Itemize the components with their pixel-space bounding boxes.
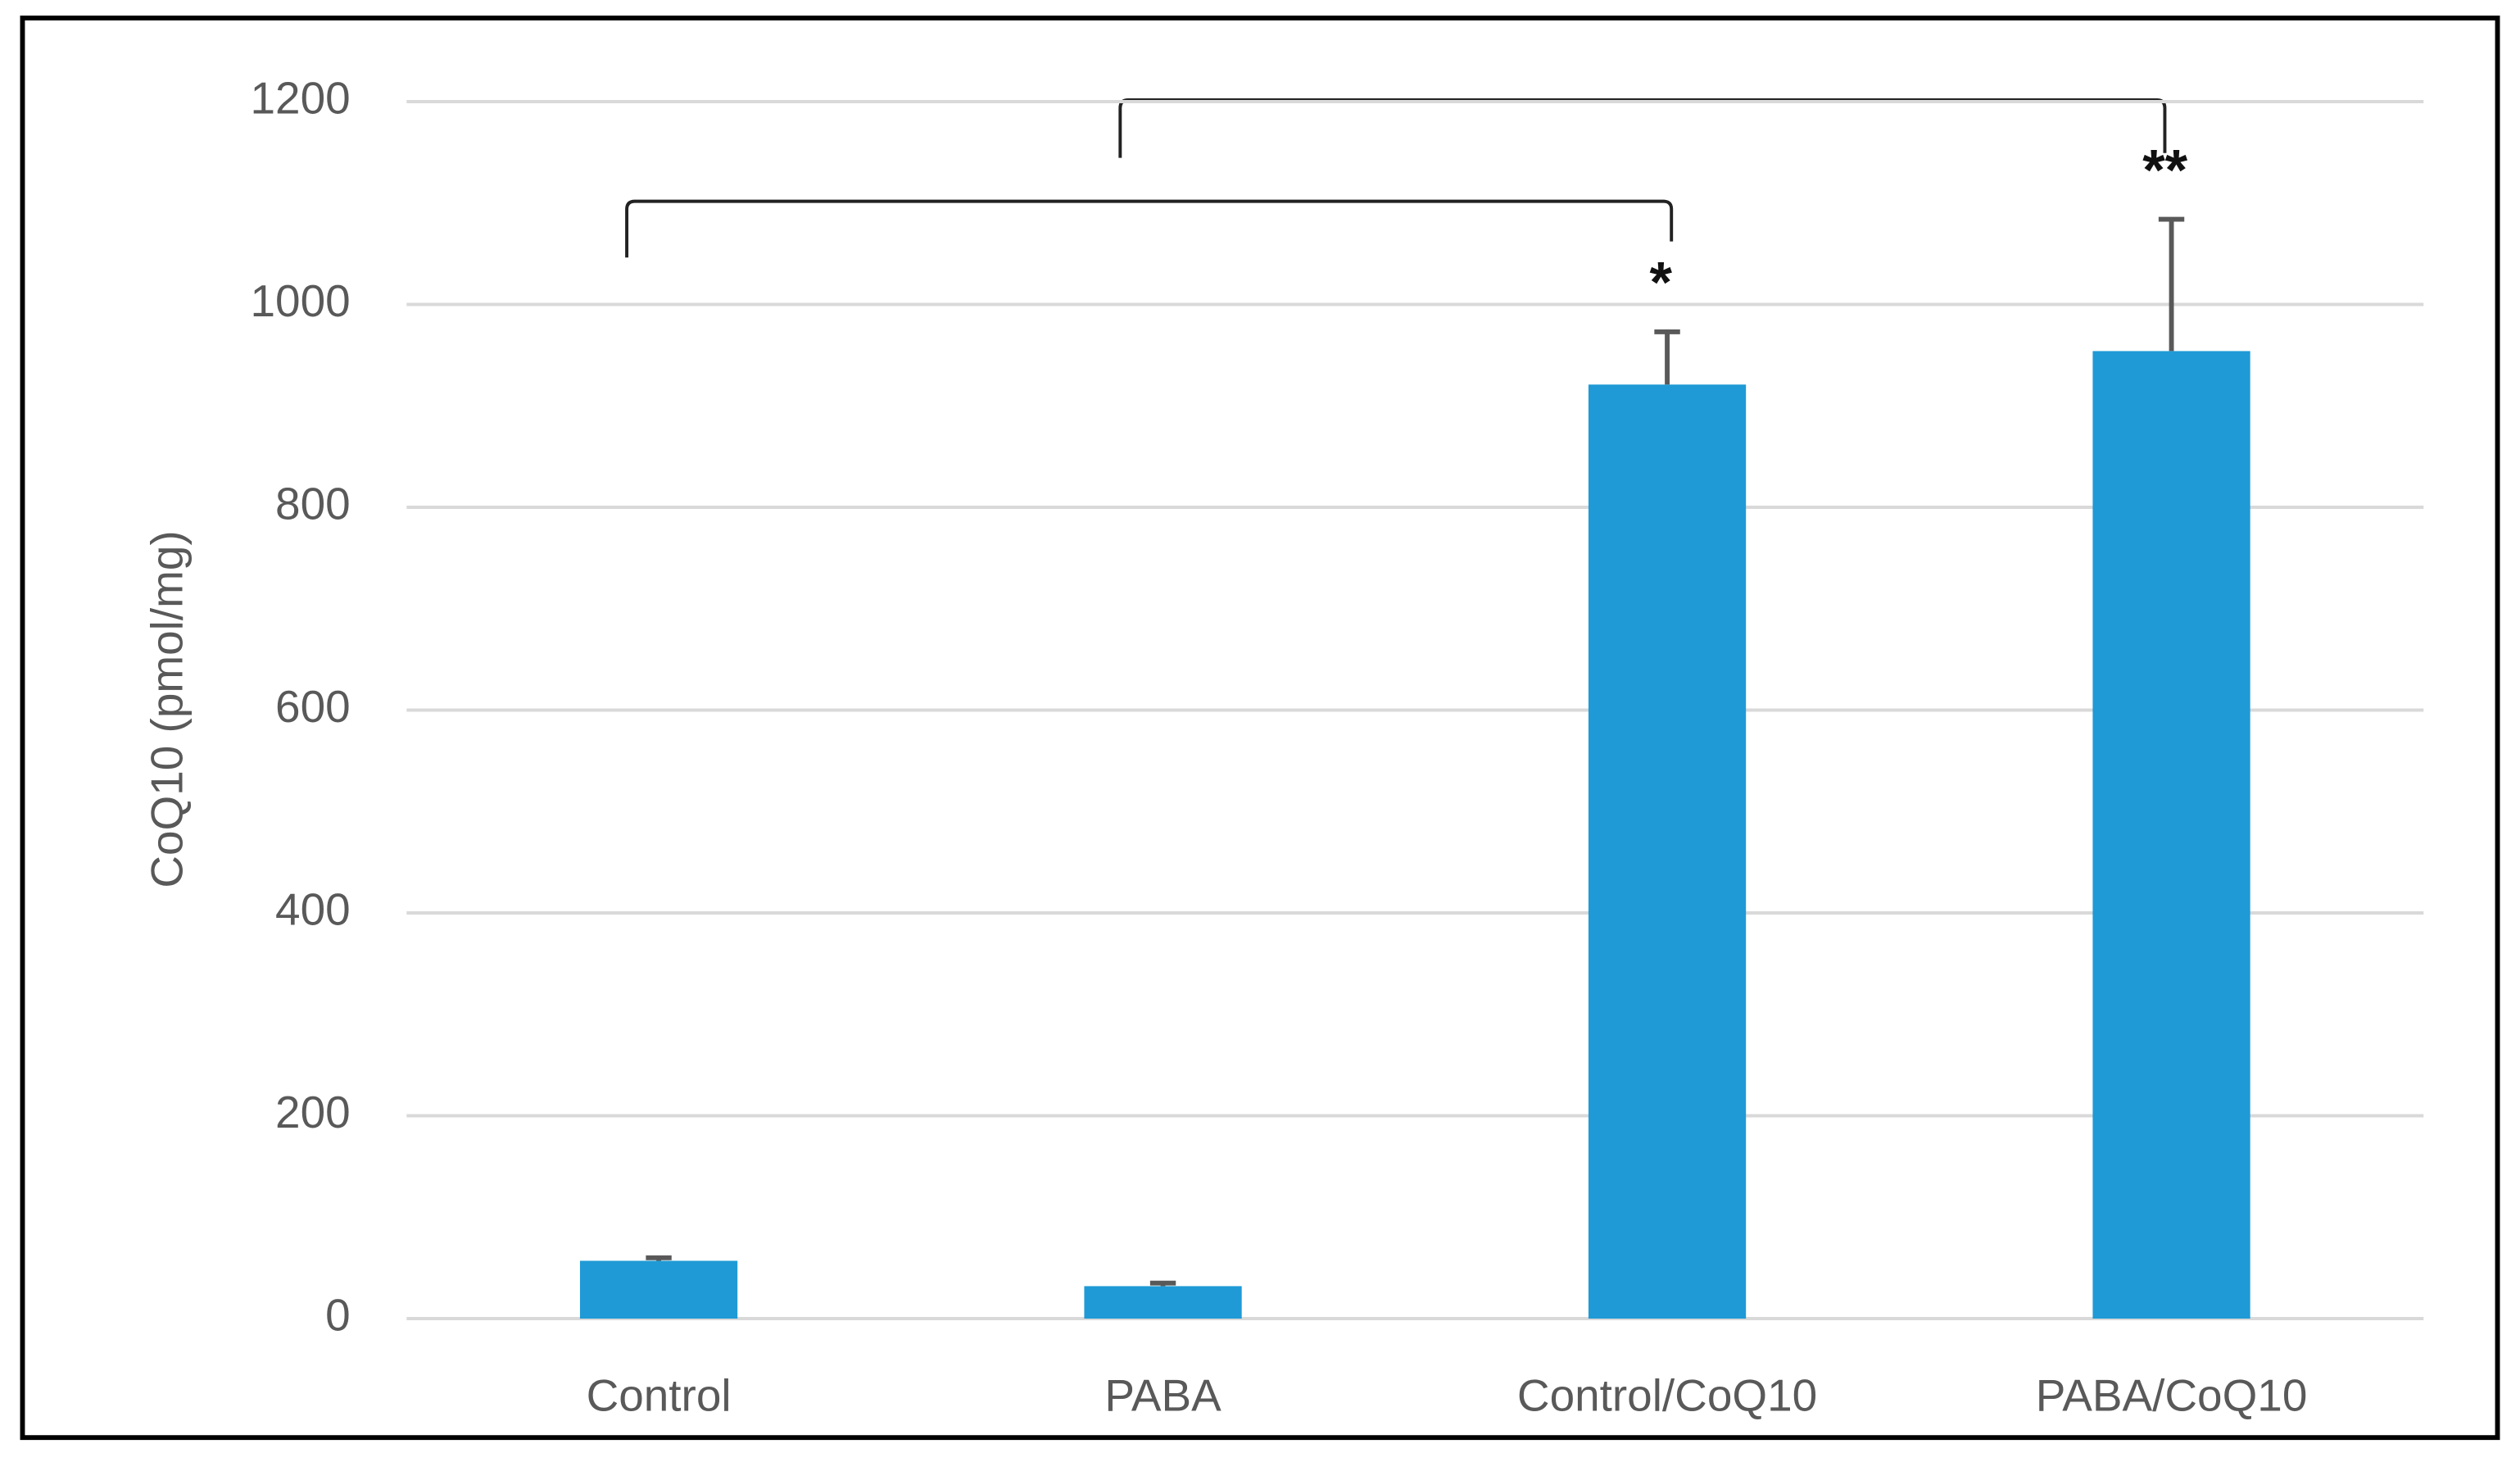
y-tick-label: 1200 bbox=[251, 72, 351, 123]
y-tick-label: 1000 bbox=[251, 275, 351, 326]
x-tick-label: PABA/CoQ10 bbox=[2036, 1370, 2308, 1421]
frame bbox=[20, 16, 2500, 1441]
significance-marker: ** bbox=[2142, 137, 2187, 202]
x-tick-label: Control bbox=[587, 1370, 732, 1421]
x-tick-label: Control/CoQ10 bbox=[1517, 1370, 1817, 1421]
y-axis-label: CoQ10 (pmol/mg) bbox=[141, 530, 192, 888]
bar bbox=[579, 1260, 738, 1319]
bar bbox=[2092, 351, 2250, 1319]
y-tick-label: 600 bbox=[275, 681, 351, 732]
y-tick-label: 200 bbox=[275, 1087, 351, 1137]
y-tick-label: 400 bbox=[275, 884, 351, 935]
comparison-bracket bbox=[625, 199, 1674, 258]
bar bbox=[1588, 384, 1747, 1319]
y-tick-label: 0 bbox=[325, 1290, 351, 1341]
y-tick-label: 800 bbox=[275, 478, 351, 529]
significance-marker: * bbox=[1649, 250, 1672, 315]
bar bbox=[1084, 1286, 1242, 1319]
x-tick-label: PABA bbox=[1104, 1370, 1221, 1421]
